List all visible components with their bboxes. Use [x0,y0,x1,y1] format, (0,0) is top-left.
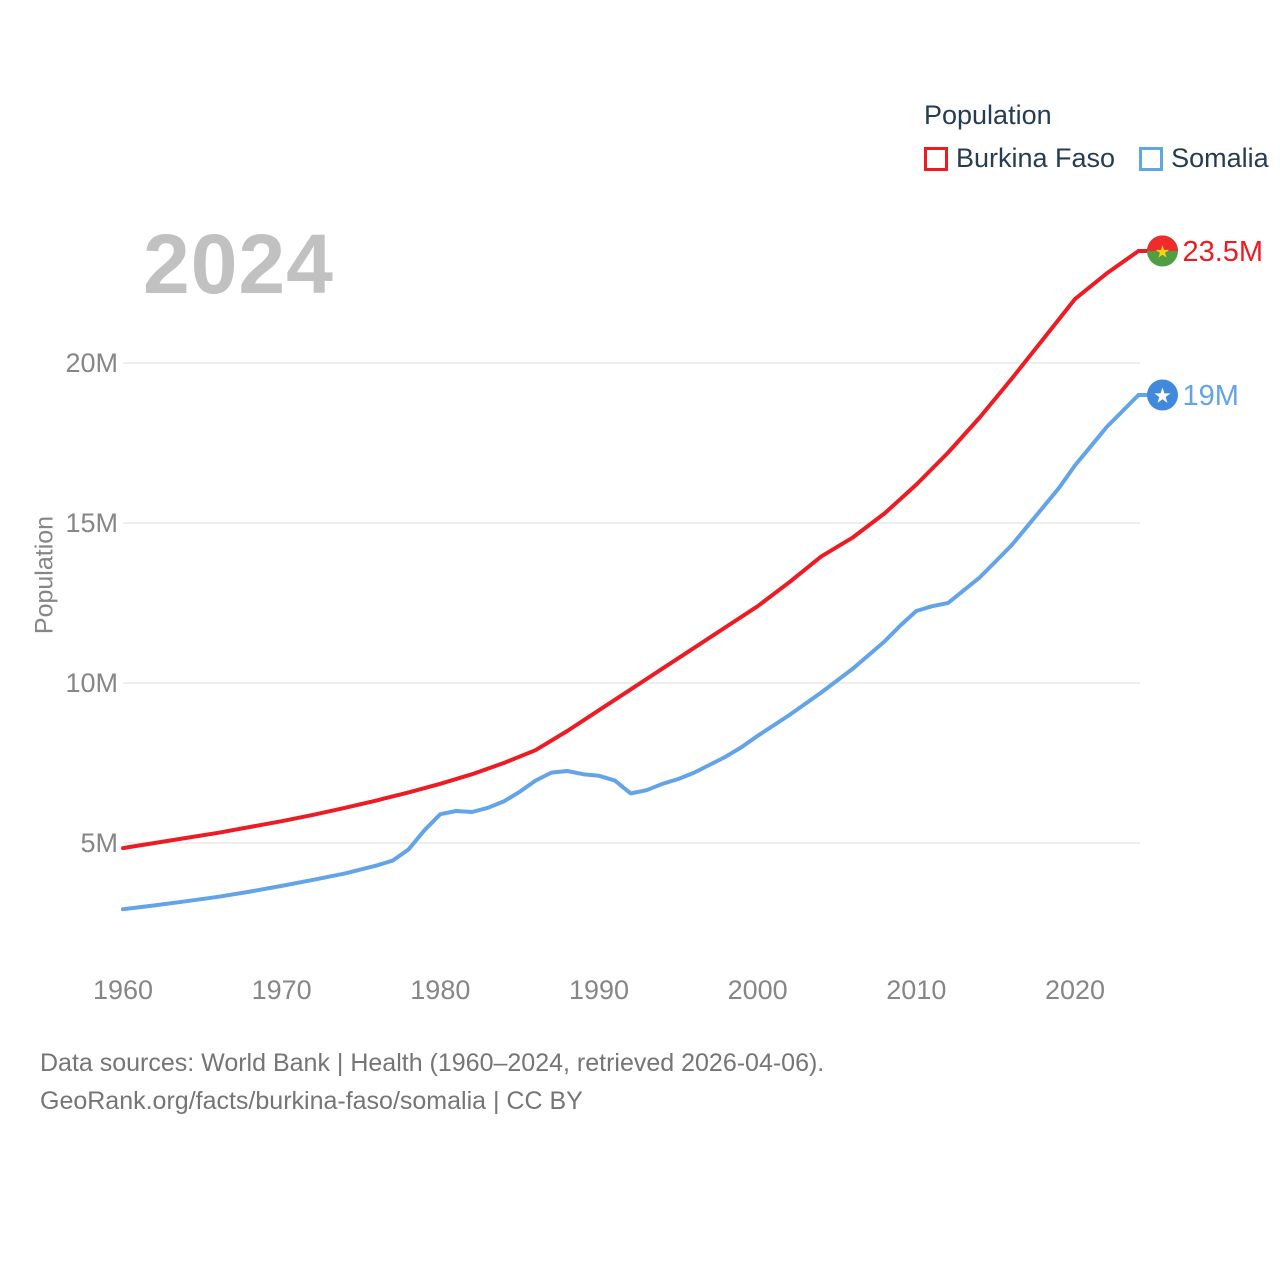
y-tick-label: 20M [65,348,118,378]
x-tick-label: 1970 [252,975,312,1005]
legend-item-somalia[interactable]: Somalia [1139,143,1269,174]
y-tick-label: 5M [80,828,118,858]
x-tick-label: 1990 [569,975,629,1005]
y-tick-label: 10M [65,668,118,698]
footer: Data sources: World Bank | Health (1960–… [40,1044,824,1120]
burkina-faso-end-label: 23.5M [1182,236,1263,268]
somalia-end-label: 19M [1182,380,1238,412]
burkina-faso-swatch-icon [924,146,948,171]
watermark-year: 2024 [143,217,334,311]
footer-attribution: GeoRank.org/facts/burkina-faso/somalia |… [40,1087,583,1115]
legend-items: Burkina Faso Somalia [924,143,1269,174]
legend-item-burkina-faso[interactable]: Burkina Faso [924,143,1115,174]
legend-item-label: Burkina Faso [956,143,1116,173]
x-tick-label: 1960 [93,975,153,1005]
x-tick-label: 2010 [886,975,946,1005]
x-tick-label: 2020 [1045,975,1105,1005]
legend-item-label: Somalia [1171,143,1269,173]
somalia-swatch-icon [1139,146,1164,171]
burkina-faso-line [121,249,1141,851]
chart-legend: Population Burkina Faso Somalia [924,100,1269,174]
x-tick-label: 2000 [728,975,788,1005]
y-axis-title: Population [30,515,59,635]
burkina-faso-flag-icon [1146,235,1178,267]
somalia-flag-icon [1146,379,1178,411]
x-tick-label: 1980 [410,975,470,1005]
y-tick-label: 15M [65,508,118,538]
somalia-line [121,393,1141,912]
legend-title: Population [924,100,1052,130]
footer-data-sources: Data sources: World Bank | Health (1960–… [40,1049,825,1077]
